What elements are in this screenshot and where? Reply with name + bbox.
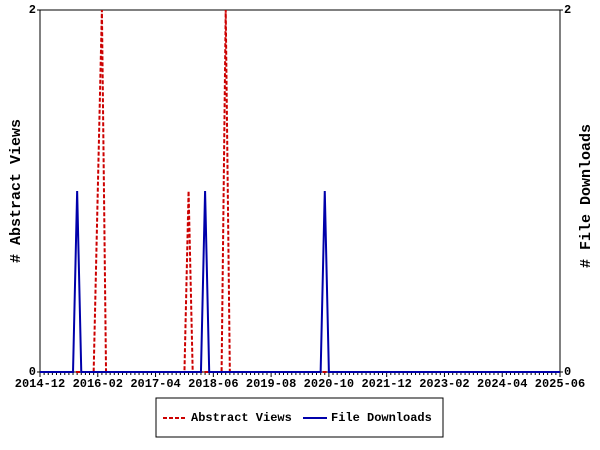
y-tick-label: 0 [29, 365, 36, 379]
x-tick-label: 2024-04 [477, 377, 527, 391]
series-line [40, 9, 560, 373]
y-tick-label: 2 [29, 3, 36, 17]
x-tick-label: 2025-06 [535, 377, 585, 391]
legend-label: Abstract Views [191, 411, 292, 425]
x-tick-label: 2019-08 [246, 377, 296, 391]
legend-box [155, 397, 444, 438]
x-tick-label: 2018-06 [188, 377, 238, 391]
x-tick-label: 2023-02 [419, 377, 469, 391]
y2-tick-label: 0 [564, 365, 571, 379]
y2-axis-title: # File Downloads [578, 124, 595, 268]
y-axis-title: # Abstract Views [8, 119, 25, 263]
x-tick-label: 2016-02 [73, 377, 123, 391]
x-tick-label: 2020-10 [304, 377, 354, 391]
legend-label: File Downloads [331, 411, 432, 425]
x-tick-label: 2017-04 [130, 377, 180, 391]
plot-frame [39, 9, 561, 373]
y2-tick-label: 2 [564, 3, 571, 17]
x-tick-label: 2021-12 [361, 377, 411, 391]
series-line [40, 190, 560, 373]
x-tick-label: 2014-12 [15, 377, 65, 391]
